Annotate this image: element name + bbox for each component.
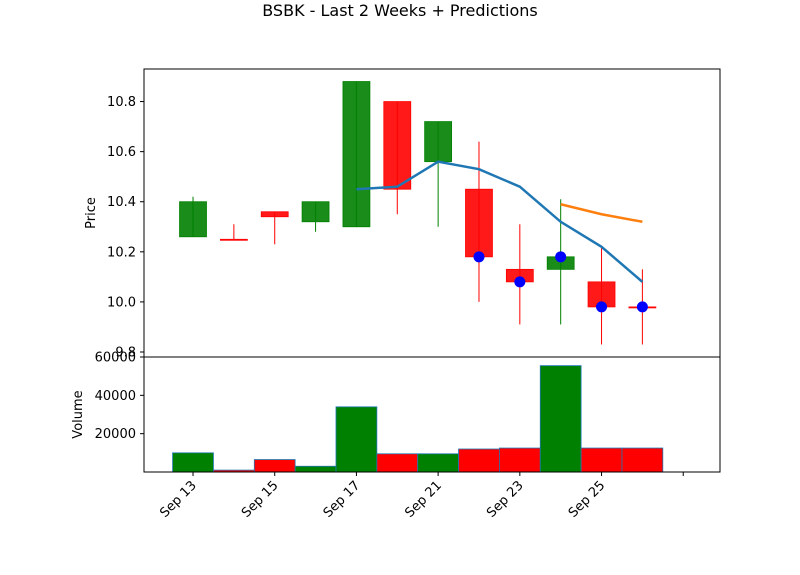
candle xyxy=(219,224,248,241)
candles xyxy=(179,81,657,345)
candle xyxy=(260,211,289,245)
moving-average-line xyxy=(356,160,644,283)
overlays xyxy=(356,160,648,313)
candle xyxy=(383,101,412,215)
volume-y-tick-label: 60000 xyxy=(95,351,136,366)
prediction-line xyxy=(560,203,643,223)
volume-bar xyxy=(253,459,296,473)
prediction-marker xyxy=(596,301,608,313)
volume-bar xyxy=(294,465,337,473)
candle-body xyxy=(260,211,289,218)
volume-panel: 20000 40000 60000 Volume xyxy=(71,351,721,473)
candle-body xyxy=(424,121,453,163)
volume-bar xyxy=(458,448,500,473)
volume-y-ticks: 20000 40000 60000 xyxy=(95,351,144,442)
volume-y-tick-label: 40000 xyxy=(95,389,136,404)
candle-body xyxy=(342,81,371,228)
price-y-tick-label: 10.0 xyxy=(107,295,136,310)
price-y-tick-label: 10.4 xyxy=(107,195,136,210)
prediction-marker xyxy=(636,301,648,313)
volume-bar xyxy=(499,447,541,473)
price-y-label: Price xyxy=(84,197,99,229)
volume-bar xyxy=(417,453,459,473)
price-y-tick-label: 10.2 xyxy=(107,245,136,260)
candle-body xyxy=(465,188,493,258)
candle xyxy=(424,121,453,227)
volume-axes-frame xyxy=(143,356,721,473)
candle xyxy=(342,81,371,228)
candle-body xyxy=(219,238,248,241)
prediction-marker xyxy=(555,251,567,263)
prediction-marker xyxy=(514,276,526,288)
volume-bar xyxy=(539,365,582,473)
candle xyxy=(587,246,616,345)
chart-title: BSBK - Last 2 Weeks + Predictions xyxy=(262,1,538,20)
x-tick-label: Sep 15 xyxy=(239,478,282,521)
x-ticks: Sep 13 Sep 15 Sep 17 Sep 21 Sep 23 Sep 25 xyxy=(157,472,684,521)
x-tick-label: Sep 25 xyxy=(566,478,609,521)
candle xyxy=(505,224,534,325)
x-tick-label: Sep 17 xyxy=(321,478,364,521)
volume-bar xyxy=(172,452,214,473)
volume-y-label: Volume xyxy=(71,390,86,438)
candle xyxy=(179,196,207,238)
price-y-ticks: 9.8 10.0 10.2 10.4 10.6 10.8 xyxy=(107,95,144,360)
x-tick-label: Sep 21 xyxy=(402,478,445,521)
x-tick-label: Sep 13 xyxy=(157,478,200,521)
price-panel: 9.8 10.0 10.2 10.4 10.6 10.8 Price xyxy=(84,68,721,360)
volume-bar xyxy=(621,447,664,473)
candle-body xyxy=(301,201,330,223)
price-y-tick-label: 10.8 xyxy=(107,95,136,110)
volume-bars xyxy=(172,365,664,473)
price-y-tick-label: 10.6 xyxy=(107,145,136,160)
candle-body xyxy=(179,201,207,238)
volume-bar xyxy=(376,453,419,473)
prediction-marker xyxy=(473,251,485,263)
x-tick-label: Sep 23 xyxy=(484,478,527,521)
candle xyxy=(465,141,493,302)
volume-bar xyxy=(335,406,378,473)
candle xyxy=(301,201,330,232)
volume-bar xyxy=(580,447,623,473)
price-axes-frame xyxy=(143,68,721,358)
price-y-tick-label: 9.8 xyxy=(115,345,136,360)
volume-y-tick-label: 20000 xyxy=(95,427,136,442)
candle-body xyxy=(383,101,412,190)
